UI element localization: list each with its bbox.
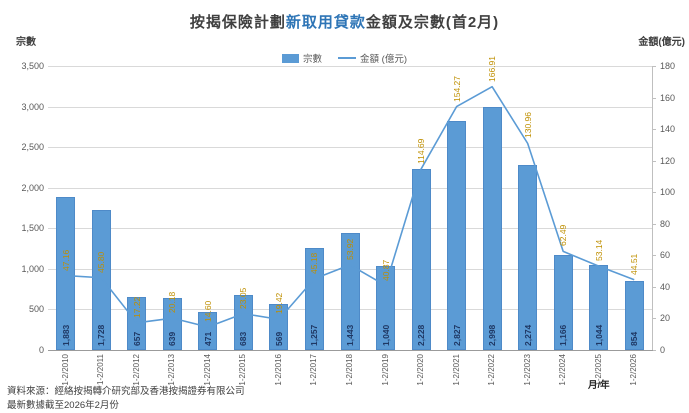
line-value-label: 17.22 — [131, 296, 142, 318]
right-axis-tick-label: 60 — [660, 250, 671, 261]
line-value-label: 45.18 — [309, 252, 320, 274]
title-suffix: 金額及宗數(首2月) — [365, 14, 500, 31]
bar-value-label: 1,040 — [380, 324, 391, 346]
right-axis-tick-label: 100 — [660, 187, 676, 198]
bar-value-label: 2,998 — [487, 324, 498, 346]
line-value-label: 40.87 — [380, 259, 391, 281]
source-note: 資料來源：經絡按揭轉介研究部及香港按揭證券有限公司 — [7, 386, 245, 397]
right-axis-tick — [652, 223, 656, 225]
left-axis-tick-label: 3,500 — [21, 61, 44, 71]
line-value-label: 166.91 — [487, 55, 498, 82]
gridline — [48, 106, 652, 108]
x-axis-title: 月/年 — [588, 380, 610, 391]
right-axis-tick-label: 40 — [660, 281, 671, 292]
x-axis-tick-label: 1-2/2017 — [309, 354, 319, 386]
line-value-label: 114.69 — [416, 138, 427, 165]
left-axis-tick-label: 2,000 — [21, 182, 44, 193]
left-axis-title: 宗數 — [16, 37, 36, 48]
line-value-label: 62.49 — [558, 225, 569, 247]
legend-bar-label: 宗數 — [303, 54, 323, 65]
bar-value-label: 1,044 — [593, 324, 604, 346]
left-axis-tick-label: 1,500 — [21, 223, 44, 234]
chart-title: 按揭保險計劃新取用貸款金額及宗數(首2月) — [0, 11, 689, 32]
right-axis-tick — [652, 255, 656, 257]
x-axis-tick-label: 1-2/2020 — [416, 354, 426, 386]
bar-value-label: 1,883 — [60, 324, 71, 346]
x-axis-tick-label: 1-2/2023 — [522, 354, 532, 386]
right-axis-tick-label: 80 — [660, 218, 671, 229]
line-value-label: 23.05 — [238, 287, 249, 309]
bar-value-label: 683 — [238, 331, 249, 346]
legend-line-label: 金額 (億元) — [360, 54, 407, 65]
right-axis-tick — [652, 66, 656, 67]
line-value-label: 154.27 — [451, 75, 462, 102]
bar-value-label: 1,443 — [345, 324, 355, 346]
left-axis-tick-label: 1,000 — [21, 263, 44, 274]
bar-value-label: 569 — [273, 331, 284, 346]
line-value-label: 20.18 — [167, 291, 178, 314]
right-axis-tick — [652, 192, 656, 194]
bar-value-label: 2,274 — [522, 324, 533, 346]
right-axis-tick — [652, 97, 656, 99]
line-value-label: 53.92 — [345, 238, 355, 260]
right-axis-tick-label: 20 — [660, 313, 671, 324]
bar-value-label: 1,728 — [96, 324, 107, 346]
x-axis-tick-label: 1-2/2016 — [273, 354, 283, 386]
title-highlight: 新取用貸款 — [285, 14, 366, 31]
left-axis-tick-label: 0 — [38, 345, 44, 355]
right-axis-tick-label: 140 — [660, 124, 676, 135]
right-axis-line — [652, 66, 653, 350]
bar-swatch-icon — [282, 53, 299, 63]
line-value-label: 130.96 — [522, 112, 533, 139]
x-axis-tick-label: 1-2/2018 — [345, 354, 354, 386]
left-axis-tick-label: 3,000 — [21, 101, 44, 112]
x-axis-tick-label: 1-2/2021 — [451, 354, 461, 386]
right-axis-tick — [652, 286, 656, 288]
line-value-label: 45.80 — [96, 251, 107, 273]
gridline — [48, 66, 652, 67]
left-axis-tick-label: 500 — [28, 304, 44, 315]
right-axis-tick-label: 180 — [660, 61, 676, 71]
title-prefix: 按揭保險計劃 — [189, 14, 286, 31]
right-axis-tick-label: 120 — [660, 155, 676, 166]
right-axis-title: 金額(億元) — [638, 37, 685, 48]
x-axis-tick-label: 1-2/2024 — [558, 354, 568, 386]
gridline — [48, 187, 652, 189]
x-axis-line — [48, 350, 653, 351]
line-value-label: 44.51 — [629, 253, 640, 275]
right-axis-tick — [652, 318, 656, 320]
line-value-label: 47.16 — [60, 249, 71, 271]
left-axis-tick-label: 2,500 — [21, 142, 44, 153]
right-axis-tick-label: 0 — [660, 345, 666, 355]
x-axis-tick-label: 1-2/2022 — [487, 354, 497, 386]
bar-value-label: 1,257 — [309, 324, 320, 346]
line-value-label: 14.60 — [202, 300, 213, 322]
line-value-label: 19.42 — [273, 293, 284, 315]
right-axis-tick — [652, 160, 656, 162]
right-axis-tick — [652, 129, 656, 131]
bar-value-label: 2,827 — [451, 324, 462, 346]
updated-note: 最新數據截至2026年2月份 — [7, 400, 119, 411]
bar-value-label: 1,166 — [558, 324, 569, 346]
x-axis-tick-label: 1-2/2019 — [380, 354, 390, 386]
legend: 宗數 金額 (億元) — [0, 51, 689, 65]
right-axis-tick — [652, 350, 656, 351]
legend-item-line: 金額 (億元) — [338, 51, 407, 65]
bar-value-label: 639 — [167, 331, 178, 346]
line-value-label: 53.14 — [593, 239, 604, 262]
bar-value-label: 854 — [629, 331, 640, 346]
bar-value-label: 2,228 — [416, 324, 427, 346]
legend-item-bars: 宗數 — [282, 51, 322, 65]
right-axis-tick-label: 160 — [660, 92, 676, 103]
x-axis-tick-label: 1-2/2026 — [629, 354, 639, 386]
line-swatch-icon — [338, 57, 357, 59]
gridline — [48, 147, 652, 149]
